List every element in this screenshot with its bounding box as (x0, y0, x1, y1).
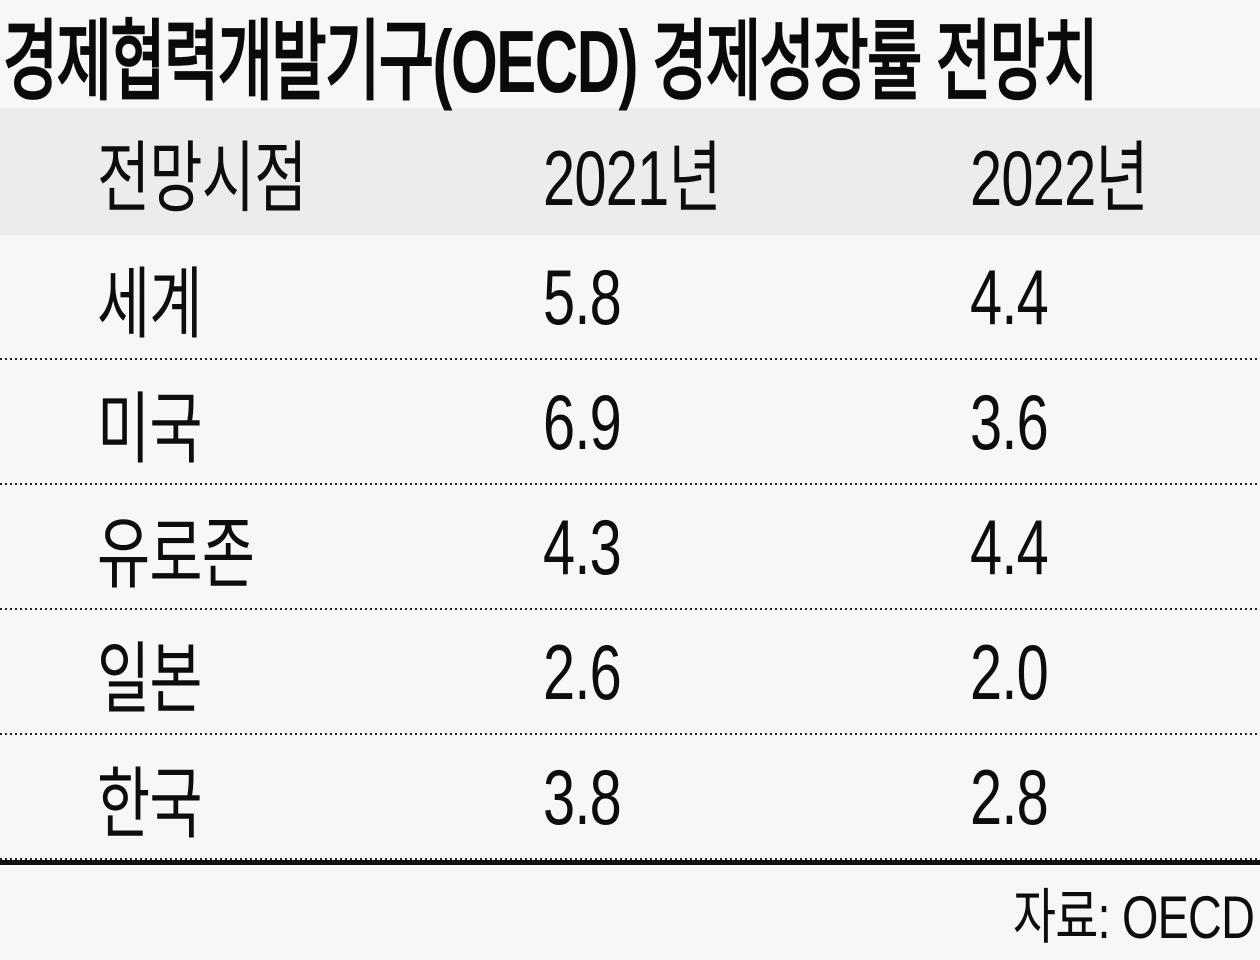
value-cell-2022: 4.4 (970, 502, 1260, 593)
source-caption: 자료: OECD (1012, 884, 1255, 951)
value-2021: 4.3 (543, 503, 622, 591)
row-separator (0, 483, 1260, 485)
row-label: 미국 (97, 384, 202, 473)
table-row-korea: 한국 3.8 2.8 (0, 735, 1260, 860)
value-2021: 5.8 (543, 253, 622, 341)
value-2022: 4.4 (970, 253, 1049, 341)
value-cell-2022: 2.8 (970, 752, 1260, 843)
header-label: 2021년 (543, 133, 722, 222)
header-cell-forecast-point: 전망시점 (97, 116, 543, 228)
value-2022: 4.4 (970, 503, 1049, 591)
row-label-cell: 한국 (97, 742, 543, 854)
table-row-usa: 미국 6.9 3.6 (0, 360, 1260, 485)
table-header-row: 전망시점 2021년 2022년 (0, 108, 1260, 235)
row-separator (0, 608, 1260, 610)
value-2022: 2.8 (970, 753, 1049, 841)
page-title: 경제협력개발기구(OECD) 경제성장률 전망치 (3, 11, 1099, 111)
row-label-cell: 유로존 (97, 492, 543, 604)
header-label: 전망시점 (97, 133, 307, 222)
table-row-world: 세계 5.8 4.4 (0, 235, 1260, 360)
header-label: 2022년 (970, 133, 1149, 222)
value-cell-2021: 5.8 (543, 252, 970, 343)
value-cell-2022: 2.0 (970, 627, 1260, 718)
value-cell-2022: 4.4 (970, 252, 1260, 343)
row-label: 유로존 (97, 509, 255, 598)
value-2021: 2.6 (543, 628, 622, 716)
table-row-japan: 일본 2.6 2.0 (0, 610, 1260, 735)
value-cell-2021: 4.3 (543, 502, 970, 593)
header-cell-2022: 2022년 (970, 116, 1260, 228)
row-label: 세계 (97, 259, 202, 348)
row-label-cell: 미국 (97, 367, 543, 479)
row-separator (0, 733, 1260, 735)
value-2021: 3.8 (543, 753, 622, 841)
value-2022: 3.6 (970, 378, 1049, 466)
row-label-cell: 일본 (97, 617, 543, 729)
title-bar: 경제협력개발기구(OECD) 경제성장률 전망치 (0, 0, 1260, 111)
value-cell-2022: 3.6 (970, 377, 1260, 468)
value-cell-2021: 6.9 (543, 377, 970, 468)
row-label: 한국 (97, 759, 202, 848)
table-row-eurozone: 유로존 4.3 4.4 (0, 485, 1260, 610)
value-cell-2021: 2.6 (543, 627, 970, 718)
value-2021: 6.9 (543, 378, 622, 466)
row-label: 일본 (97, 634, 202, 723)
table-bottom-rule (0, 860, 1260, 865)
header-cell-2021: 2021년 (543, 116, 970, 228)
value-cell-2021: 3.8 (543, 752, 970, 843)
source-caption-area: 자료: OECD (0, 865, 1260, 960)
row-separator (0, 858, 1260, 860)
value-2022: 2.0 (970, 628, 1049, 716)
row-separator (0, 358, 1260, 360)
row-label-cell: 세계 (97, 242, 543, 354)
